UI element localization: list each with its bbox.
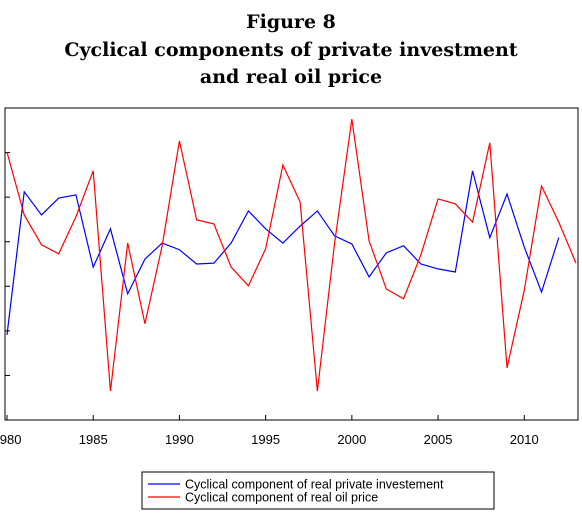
legend-box bbox=[141, 471, 495, 510]
x-tick-label: 1990 bbox=[165, 432, 194, 447]
x-tick-label: 2000 bbox=[337, 432, 366, 447]
plot-frame bbox=[4, 107, 579, 421]
x-tick-label: 1995 bbox=[251, 432, 280, 447]
series-line bbox=[6, 170, 560, 335]
chart-subtitle: Cyclical components of private investmen… bbox=[64, 39, 517, 61]
x-tick-label: 2010 bbox=[510, 432, 539, 447]
legend-label: Cyclical component of real private inves… bbox=[185, 478, 444, 492]
chart-title: Figure 8 bbox=[246, 11, 336, 33]
chart-subtitle: and real oil price bbox=[200, 66, 382, 88]
series-line bbox=[6, 119, 577, 392]
x-tick-label: 1985 bbox=[79, 432, 108, 447]
legend-label: Cyclical component of real oil price bbox=[185, 491, 378, 505]
x-tick-label: 1980 bbox=[0, 432, 21, 447]
x-tick-label: 2005 bbox=[424, 432, 453, 447]
